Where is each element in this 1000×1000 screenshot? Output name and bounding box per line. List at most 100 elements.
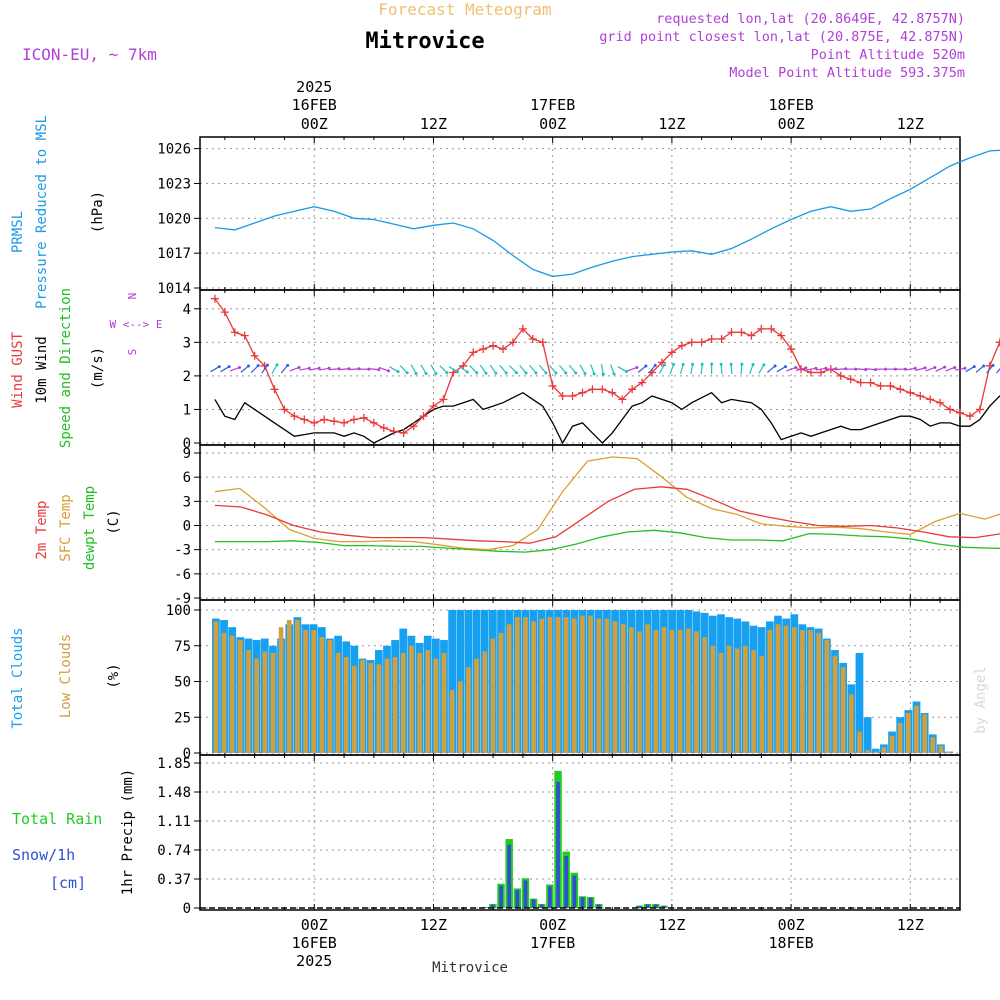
low-cloud-bar bbox=[514, 617, 520, 753]
snow-bar bbox=[572, 875, 577, 908]
wind-arrow bbox=[549, 364, 557, 374]
gust-marker bbox=[558, 392, 567, 401]
low-cloud-bar bbox=[922, 714, 927, 753]
gust-line bbox=[214, 298, 1000, 434]
low-cloud-bar bbox=[254, 658, 259, 753]
snow-bar bbox=[645, 904, 650, 908]
wind-arrow-head bbox=[719, 362, 723, 366]
wind-arrow-head bbox=[514, 371, 518, 375]
ylabel-ms: (m/s) bbox=[90, 347, 106, 389]
snow-bar bbox=[539, 904, 544, 908]
top-hour-label: 00Z bbox=[778, 115, 805, 133]
cloud-legend: Total Clouds Low Clouds (%) bbox=[10, 627, 122, 728]
low-cloud-bar bbox=[588, 615, 593, 753]
gust-marker bbox=[330, 417, 339, 426]
top-hour-label: 00Z bbox=[301, 115, 328, 133]
gust-marker bbox=[806, 368, 815, 377]
temp2m-line bbox=[214, 486, 1000, 544]
wind-arrow bbox=[240, 365, 249, 373]
total-cloud-bar bbox=[863, 717, 872, 753]
low-cloud-bar bbox=[783, 625, 789, 753]
low-cloud-bar bbox=[457, 681, 463, 753]
wind-arrow-head bbox=[275, 363, 279, 367]
wind-arrow bbox=[600, 364, 604, 375]
wind-arrow bbox=[469, 365, 478, 374]
low-cloud-bar bbox=[547, 617, 553, 753]
top-hour-label: 12Z bbox=[658, 115, 685, 133]
gust-marker bbox=[757, 324, 766, 333]
wind-arrow bbox=[229, 366, 240, 372]
low-cloud-bar bbox=[433, 658, 439, 753]
y-tick-label: 0.74 bbox=[157, 843, 191, 859]
wind-arrow bbox=[309, 367, 320, 371]
low-cloud-bar bbox=[343, 657, 349, 753]
gust-marker bbox=[528, 334, 537, 343]
requested-coords: requested lon,lat (20.8649E, 42.8757N) bbox=[656, 11, 965, 27]
low-cloud-bar bbox=[360, 660, 365, 753]
y-tick-label: 1.48 bbox=[157, 785, 191, 801]
y-tick-label: 1026 bbox=[157, 142, 191, 158]
gust-marker bbox=[389, 427, 398, 436]
low-cloud-bar bbox=[539, 618, 545, 753]
wind-line bbox=[214, 391, 1000, 445]
snow-bar bbox=[531, 899, 536, 908]
wind-arrow bbox=[945, 366, 955, 372]
wind-arrow bbox=[499, 364, 507, 374]
snow-bar bbox=[653, 904, 658, 908]
low-cloud-bar bbox=[710, 645, 716, 753]
wind-arrow-head bbox=[804, 366, 808, 370]
legend-speed-dir: Speed and Direction bbox=[58, 288, 74, 448]
gust-marker bbox=[767, 324, 776, 333]
compass-we: W <--> E bbox=[110, 318, 163, 331]
wind-arrow bbox=[758, 364, 765, 374]
low-cloud-bar bbox=[718, 652, 724, 753]
wind-arrow bbox=[448, 366, 458, 373]
wind-arrow bbox=[954, 367, 966, 371]
y-tick-label: 0 bbox=[183, 901, 191, 917]
y-tick-label: 0 bbox=[183, 746, 191, 762]
snow-bar bbox=[564, 856, 569, 908]
low-cloud-bar bbox=[376, 664, 382, 753]
y-tick-label: 1014 bbox=[157, 281, 191, 297]
panel-pressure: 1014 1017 1020 1023 1026 bbox=[157, 136, 1000, 297]
wind-arrow bbox=[389, 366, 399, 373]
wind-arrow bbox=[271, 364, 278, 374]
y-tick-label: 3 bbox=[183, 335, 191, 351]
gust-marker bbox=[479, 345, 488, 354]
gust-marker bbox=[578, 388, 587, 397]
wind-arrow-head bbox=[583, 372, 587, 376]
low-cloud-bar bbox=[229, 635, 235, 753]
gust-marker bbox=[667, 348, 676, 357]
wind-arrow-head bbox=[564, 371, 568, 375]
snow-bar bbox=[499, 885, 503, 908]
wind-arrow bbox=[568, 364, 577, 374]
precip-legend: Total Rain Snow/1h [cm] 1hr Precip (mm) bbox=[12, 769, 136, 895]
bottom-day-label: 17FEB bbox=[530, 934, 575, 952]
wind-arrow-head bbox=[554, 371, 558, 375]
panel-clouds: 0 25 50 75 100 bbox=[166, 599, 961, 762]
legend-low-clouds: Low Clouds bbox=[58, 634, 74, 718]
low-cloud-bar bbox=[637, 631, 642, 753]
wind-arrow bbox=[539, 364, 547, 374]
grid-point-coords: grid point closest lon,lat (20.875E, 42.… bbox=[599, 29, 965, 45]
wind-arrow bbox=[210, 366, 220, 373]
wind-arrow-head bbox=[377, 368, 381, 372]
low-cloud-bar bbox=[775, 624, 781, 753]
wind-arrow-head bbox=[762, 363, 766, 367]
gust-marker bbox=[548, 381, 557, 390]
wind-arrow bbox=[740, 364, 743, 375]
wind-arrow-head bbox=[740, 362, 744, 366]
snow-bar bbox=[580, 897, 585, 908]
wind-arrow-head bbox=[913, 366, 917, 370]
wind-arrow bbox=[368, 368, 379, 371]
wind-arrow-head bbox=[524, 371, 528, 375]
low-cloud-bar bbox=[832, 655, 838, 753]
y-tick-label: 1 bbox=[183, 402, 191, 418]
wind-arrow bbox=[776, 366, 786, 373]
low-cloud-bar bbox=[270, 652, 276, 753]
low-cloud-bar bbox=[392, 657, 398, 753]
wind-arrow-head bbox=[933, 365, 937, 369]
y-tick-label: 1017 bbox=[157, 246, 191, 262]
low-cloud-bar bbox=[490, 638, 496, 753]
model-label: ICON-EU, ~ 7km bbox=[22, 45, 157, 64]
